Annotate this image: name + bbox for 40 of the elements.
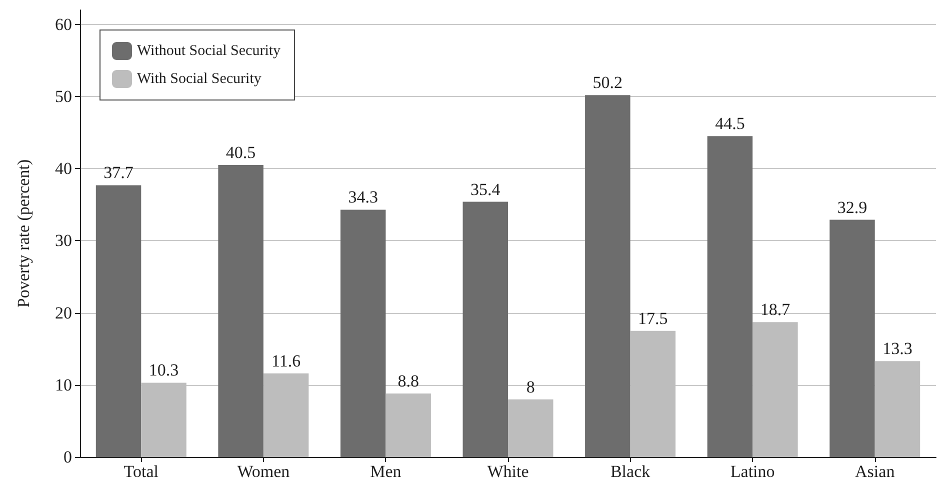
bar [96, 185, 142, 457]
y-tick-label: 50 [55, 87, 72, 106]
bar [218, 165, 264, 457]
data-label: 8 [526, 377, 535, 396]
y-tick-label: 40 [55, 159, 72, 178]
bar [508, 399, 554, 457]
x-tick-label: Men [370, 462, 402, 481]
y-tick-label: 20 [55, 303, 72, 322]
data-label: 8.8 [398, 372, 419, 391]
x-tick-label: White [487, 462, 529, 481]
y-tick-label: 30 [55, 231, 72, 250]
x-tick-label: Black [610, 462, 651, 481]
bar [707, 136, 753, 457]
x-tick-label: Asian [855, 462, 896, 481]
data-label: 18.7 [760, 300, 791, 320]
data-label: 13.3 [882, 339, 912, 358]
bar [585, 95, 630, 457]
y-tick-label: 0 [64, 448, 72, 466]
bar [340, 210, 386, 457]
x-tick-label: Total [124, 462, 159, 481]
bar [386, 394, 431, 457]
data-label: 17.5 [638, 308, 668, 328]
data-label: 37.7 [104, 163, 134, 182]
data-label: 50.2 [592, 73, 623, 92]
bar [462, 202, 508, 457]
bar [830, 220, 875, 457]
data-label: 40.5 [226, 143, 256, 162]
x-tick-label: Women [237, 462, 290, 481]
data-label: 32.9 [837, 198, 868, 217]
legend-label: Without Social Security [137, 43, 282, 59]
y-axis-title: Poverty rate (percent) [14, 159, 33, 308]
data-label: 11.6 [271, 351, 301, 370]
y-tick-label: 10 [55, 375, 72, 394]
x-tick-label: Latino [730, 462, 775, 481]
data-label: 34.3 [348, 188, 378, 207]
y-tick-label: 60 [55, 14, 72, 34]
data-label: 10.3 [148, 360, 179, 380]
data-label: 35.4 [470, 180, 501, 199]
data-label: 44.5 [715, 114, 745, 134]
legend-label: With Social Security [137, 71, 262, 87]
